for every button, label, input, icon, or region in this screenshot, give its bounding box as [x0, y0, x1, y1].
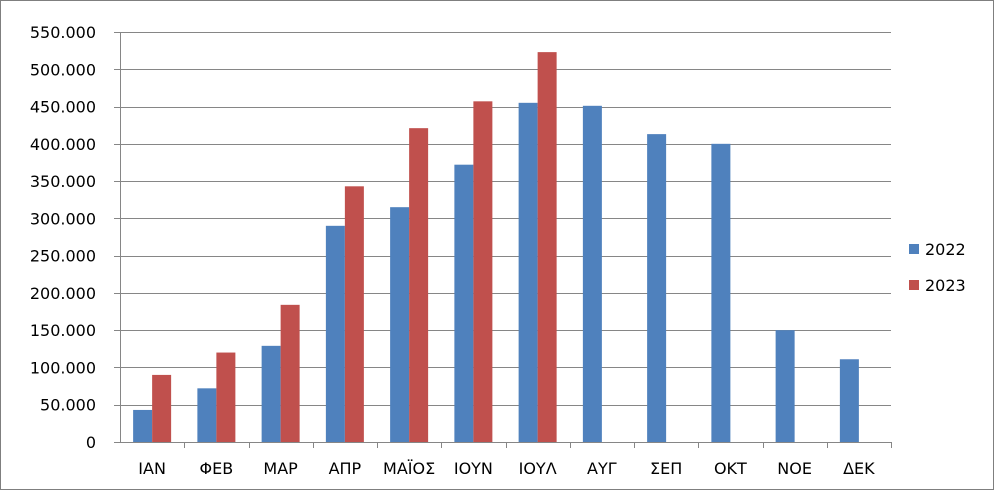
x-tick-label: ΟΚΤ: [714, 459, 747, 478]
y-tick-label: 300.000: [30, 209, 96, 228]
bar-2022-3: [325, 225, 345, 442]
bar-2023-4: [409, 128, 429, 442]
legend: 2022 2023: [909, 240, 966, 295]
y-tick-label: 450.000: [30, 98, 96, 117]
legend-swatch-2022: [909, 244, 919, 254]
x-tick-label: ΙΟΥΝ: [454, 459, 493, 478]
x-tick-label: ΙΑΝ: [138, 459, 166, 478]
x-tick-label: ΜΑΡ: [263, 459, 298, 478]
y-axis-tick-labels: 0 50.000 100.000 150.000 200.000 250.000 300.0…: [30, 23, 96, 452]
bar-2023-6: [537, 52, 557, 443]
gridlines: [120, 32, 891, 406]
legend-label-2023: 2023: [925, 276, 966, 295]
bar-2023-3: [344, 186, 364, 442]
x-axis-tick-labels: ΙΑΝ ΦΕΒ ΜΑΡ ΑΠΡ ΜΑΪΟΣ ΙΟΥΝ ΙΟΥΛ ΑΥΓ ΣΕΠ ΟΚΤ ΝΟΕ ΔΕΚ: [138, 459, 875, 478]
y-tick-label: 500.000: [30, 60, 96, 79]
x-tick-label: ΦΕΒ: [200, 459, 234, 478]
bar-2023-5: [473, 101, 493, 442]
y-tick-label: 100.000: [30, 358, 96, 377]
legend-label-2022: 2022: [925, 240, 966, 259]
bar-2022-9: [711, 143, 731, 442]
bar-2022-6: [518, 102, 538, 443]
y-tick-label: 150.000: [30, 321, 96, 340]
bar-2022-11: [839, 359, 859, 442]
y-tick-label: 50.000: [40, 396, 96, 415]
y-tick-label: 0: [86, 433, 96, 452]
x-tick-label: ΝΟΕ: [777, 459, 812, 478]
bar-2023-2: [280, 304, 300, 442]
x-tick-label: ΙΟΥΛ: [519, 459, 557, 478]
y-tick-label: 400.000: [30, 135, 96, 154]
bar-2023-1: [216, 352, 236, 442]
bar-2022-7: [582, 105, 602, 443]
x-tick-label: ΣΕΠ: [650, 459, 682, 478]
bar-2023-0: [152, 374, 172, 442]
x-tick-label: ΑΥΓ: [587, 459, 617, 478]
legend-swatch-2023: [909, 280, 919, 290]
bar-2022-5: [454, 164, 474, 442]
axes: [114, 32, 892, 448]
bar-2022-1: [197, 388, 217, 442]
bar-2022-4: [390, 207, 410, 442]
y-tick-label: 250.000: [30, 247, 96, 266]
bar-2022-10: [775, 330, 795, 442]
x-tick-label: ΑΠΡ: [329, 459, 362, 478]
y-tick-label: 550.000: [30, 23, 96, 42]
x-tick-label: ΜΑΪΟΣ: [383, 459, 435, 478]
bar-2022-8: [647, 134, 667, 443]
y-tick-label: 350.000: [30, 172, 96, 191]
bar-2022-2: [261, 345, 281, 442]
x-tick-label: ΔΕΚ: [843, 459, 875, 478]
bars: [133, 52, 859, 443]
bar-2022-0: [133, 409, 153, 442]
y-tick-label: 200.000: [30, 284, 96, 303]
